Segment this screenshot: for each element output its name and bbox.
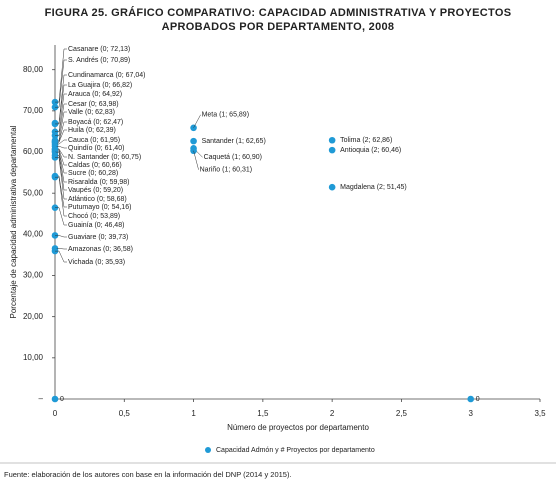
point-label: Arauca (0; 64,92) [68, 91, 122, 98]
point-label: Caquetá (1; 60,90) [204, 154, 262, 161]
y-tick-label: 40,00 [23, 229, 44, 238]
x-tick-label: 2,5 [396, 409, 408, 418]
y-tick-label: – [39, 394, 44, 403]
leader-line [55, 48, 67, 103]
point-label: 0 [60, 396, 64, 403]
point-label: La Guajira (0; 66,82) [68, 82, 132, 89]
leader-line [55, 207, 67, 226]
y-tick-label: 50,00 [23, 188, 44, 197]
y-axis-title: Porcentaje de capacidad administrativa d… [9, 125, 18, 318]
point-label: Vichada (0; 35,93) [68, 259, 125, 266]
point-label: S. Andrés (0; 70,89) [68, 57, 130, 64]
point-label: Amazonas (0; 36,58) [68, 246, 133, 253]
point-label: Cundinamarca (0; 67,04) [68, 72, 145, 79]
x-tick-label: 0,5 [119, 409, 131, 418]
leader-line [55, 151, 67, 183]
point-label: Casanare (0; 72,13) [68, 46, 130, 53]
point-label: 0 [476, 396, 480, 403]
point-label: Tolima (2; 62,86) [340, 137, 392, 144]
leader-line [55, 93, 67, 133]
point [467, 395, 475, 403]
point-label: Huila (0; 62,39) [68, 127, 116, 134]
point-label: N. Santander (0; 60,75) [68, 154, 141, 161]
x-tick-label: 0 [53, 409, 58, 418]
point [328, 136, 336, 144]
point [190, 137, 197, 145]
x-tick-label: 1 [191, 409, 196, 418]
point-label: Guainía (0; 46,48) [68, 222, 124, 229]
point-label: Caldas (0; 60,66) [68, 162, 122, 169]
point-label: Santander (1; 62,65) [202, 138, 266, 145]
point-label: Cesar (0; 63,98) [68, 101, 119, 108]
y-tick-label: 70,00 [23, 106, 44, 115]
leader-line [55, 157, 67, 200]
point-label: Guaviare (0; 39,73) [68, 234, 128, 241]
point-label: Quindío (0; 61,40) [68, 145, 124, 152]
source-note: Fuente: elaboración de los autores con b… [4, 470, 292, 479]
point-label: Magdalena (2; 51,45) [340, 184, 407, 191]
point-label: Valle (0; 62,83) [68, 109, 115, 116]
point-label: Sucre (0; 60,28) [68, 170, 118, 177]
leader-line [55, 248, 67, 250]
x-axis-title: Número de proyectos por departamento [227, 423, 369, 432]
leader-line [55, 146, 67, 149]
point-label: Cauca (0; 61,95) [68, 137, 120, 144]
leader-line [193, 150, 199, 170]
leader-line [55, 84, 67, 125]
point-label: Putumayo (0; 54,16) [68, 204, 131, 211]
legend-label: Capacidad Admón y # Proyectos por depart… [216, 447, 375, 454]
y-tick-label: 20,00 [23, 312, 44, 321]
chart-title: FIGURA 25. GRÁFICO COMPARATIVO: CAPACIDA… [44, 7, 512, 33]
legend-marker [205, 447, 211, 453]
leader-line [55, 103, 67, 136]
y-tick-label: 60,00 [23, 147, 44, 156]
x-tick-label: 1,5 [257, 409, 269, 418]
point-label: Nariño (1; 60,31) [200, 167, 253, 174]
leader-line [55, 250, 67, 263]
leader-line [55, 235, 67, 238]
point [328, 183, 336, 191]
x-tick-label: 3,5 [534, 409, 546, 418]
leader-line [193, 114, 201, 128]
point-label: Vaupés (0; 59,20) [68, 187, 123, 194]
point-label: Atlántico (0; 58,68) [68, 196, 127, 203]
point-label: Antioquia (2; 60,46) [340, 147, 401, 154]
point-label: Risaralda (0; 59,98) [68, 179, 129, 186]
y-tick-label: 10,00 [23, 353, 44, 362]
y-tick-label: 30,00 [23, 271, 44, 280]
x-tick-label: 2 [330, 409, 335, 418]
leader-line [55, 176, 67, 217]
point-label: Chocó (0; 53,89) [68, 213, 120, 220]
point [328, 146, 336, 154]
y-tick-label: 80,00 [23, 65, 44, 74]
x-tick-label: 3 [468, 409, 473, 418]
leader-line [55, 59, 67, 108]
point-label: Boyacá (0; 62,47) [68, 119, 123, 126]
point-label: Meta (1; 65,89) [202, 112, 249, 119]
point [51, 395, 59, 403]
